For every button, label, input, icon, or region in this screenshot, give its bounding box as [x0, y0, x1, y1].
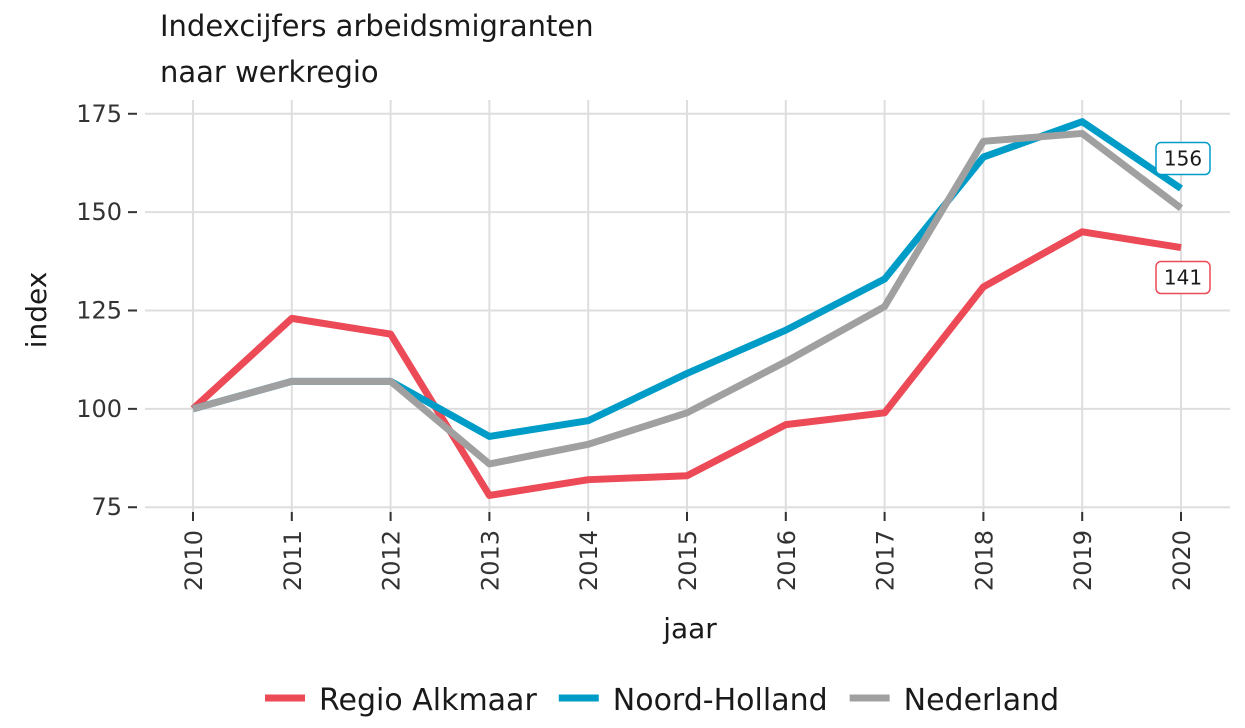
- x-tick-label: 2020: [1168, 530, 1196, 591]
- x-axis-title: jaar: [662, 612, 717, 645]
- y-tick-label: 75: [91, 493, 122, 521]
- legend-label: Nederland: [904, 683, 1060, 718]
- end-label-text: 156: [1164, 147, 1202, 171]
- end-label-box: [1155, 260, 1211, 295]
- end-label-box: [1155, 141, 1211, 176]
- x-tick-label: 2019: [1069, 530, 1097, 591]
- x-tick-label: 2011: [279, 530, 307, 591]
- end-label: 141: [1155, 260, 1211, 295]
- x-tick-label: 2012: [378, 530, 406, 591]
- series-line: [192, 129, 1184, 468]
- y-tick-label: 150: [76, 198, 122, 226]
- x-tick-label: 2013: [476, 530, 504, 591]
- x-tick-label: 2018: [970, 530, 998, 591]
- legend-label: Regio Alkmaar: [319, 683, 537, 718]
- x-tick-label: 2015: [674, 530, 702, 591]
- series-line: [190, 228, 1182, 499]
- x-tick-label: 2014: [575, 530, 603, 591]
- y-tick-label: 100: [76, 395, 122, 423]
- x-tick-label: 2010: [180, 530, 208, 591]
- legend: Regio Alkmaar Noord-Holland Nederland: [265, 683, 1059, 718]
- end-label: 156: [1155, 141, 1211, 176]
- chart-title: Indexcijfers arbeidsmigranten: [160, 9, 594, 43]
- y-tick-label: 175: [76, 100, 122, 128]
- chart-subtitle: naar werkregio: [160, 55, 379, 89]
- x-tick-label: 2017: [872, 530, 900, 591]
- legend-label: Noord-Holland: [613, 683, 828, 718]
- y-axis-title: index: [20, 272, 53, 349]
- y-tick-label: 125: [76, 297, 122, 325]
- x-tick-label: 2016: [773, 530, 801, 591]
- end-label-text: 141: [1164, 266, 1202, 290]
